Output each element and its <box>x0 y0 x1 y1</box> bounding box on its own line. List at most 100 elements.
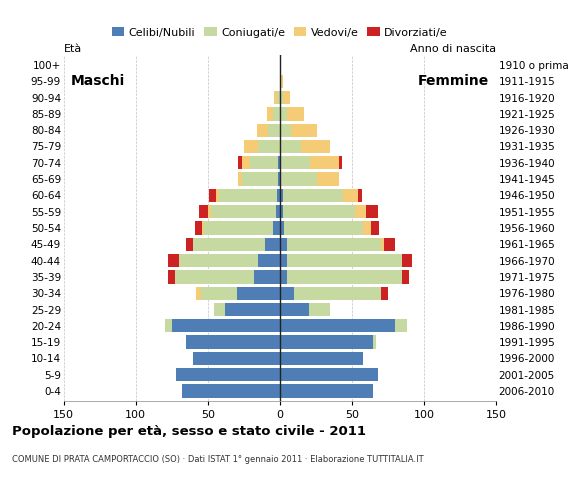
Bar <box>168 270 175 284</box>
Bar <box>195 221 202 235</box>
Bar <box>258 254 280 267</box>
Bar <box>287 107 305 120</box>
Bar <box>201 287 237 300</box>
Bar <box>282 91 290 104</box>
Bar <box>165 319 172 333</box>
Bar <box>358 189 362 202</box>
Bar <box>280 287 294 300</box>
Bar <box>199 205 208 218</box>
Bar <box>238 156 242 169</box>
Bar <box>202 221 204 235</box>
Bar <box>291 123 317 137</box>
Bar <box>186 238 193 251</box>
Bar <box>364 221 371 235</box>
Bar <box>280 189 282 202</box>
Bar <box>280 303 309 316</box>
Y-axis label: Anno di nascita: Anno di nascita <box>0 479 1 480</box>
Bar <box>186 336 280 349</box>
Bar <box>278 156 280 169</box>
Text: Anno di nascita: Anno di nascita <box>410 44 496 54</box>
Bar <box>403 254 412 267</box>
Bar <box>269 123 280 137</box>
Bar <box>238 172 242 186</box>
Bar <box>339 156 342 169</box>
Legend: Celibi/Nubili, Coniugati/e, Vedovi/e, Divorziati/e: Celibi/Nubili, Coniugati/e, Vedovi/e, Di… <box>108 23 452 42</box>
Bar <box>280 368 378 382</box>
Bar <box>280 91 282 104</box>
Bar <box>274 91 277 104</box>
Bar <box>168 254 179 267</box>
Bar <box>280 205 282 218</box>
Bar <box>273 107 280 120</box>
Bar <box>175 270 254 284</box>
Bar <box>267 107 273 120</box>
Bar <box>302 140 330 153</box>
Bar <box>280 270 287 284</box>
Bar <box>287 238 380 251</box>
Bar <box>284 221 364 235</box>
Bar <box>343 189 358 202</box>
Text: Maschi: Maschi <box>71 74 125 88</box>
Bar <box>355 205 367 218</box>
Bar <box>204 221 273 235</box>
Bar <box>266 238 280 251</box>
Bar <box>258 140 280 153</box>
Bar <box>280 221 284 235</box>
Bar <box>383 238 395 251</box>
Bar <box>208 205 211 218</box>
Bar <box>237 287 280 300</box>
Bar <box>380 287 388 300</box>
Bar <box>287 254 403 267</box>
Bar <box>179 254 258 267</box>
Bar <box>280 156 281 169</box>
Bar <box>216 189 219 202</box>
Bar <box>194 238 266 251</box>
Bar <box>281 172 317 186</box>
Bar <box>277 189 280 202</box>
Bar <box>282 205 355 218</box>
Bar <box>209 189 216 202</box>
Bar <box>280 254 287 267</box>
Text: COMUNE DI PRATA CAMPORTACCIO (SO) · Dati ISTAT 1° gennaio 2011 · Elaborazione TU: COMUNE DI PRATA CAMPORTACCIO (SO) · Dati… <box>12 455 423 464</box>
Bar <box>176 368 280 382</box>
Bar <box>225 303 280 316</box>
Bar <box>244 140 258 153</box>
Bar <box>280 352 364 365</box>
Bar <box>213 303 225 316</box>
Bar <box>280 319 395 333</box>
Bar <box>211 205 276 218</box>
Bar <box>276 205 280 218</box>
Bar <box>280 384 374 398</box>
Bar <box>310 156 339 169</box>
Bar <box>282 189 343 202</box>
Bar <box>280 107 287 120</box>
Bar <box>367 205 378 218</box>
Bar <box>182 384 280 398</box>
Text: Femmine: Femmine <box>418 74 489 88</box>
Bar <box>380 238 383 251</box>
Bar <box>254 270 280 284</box>
Bar <box>242 156 249 169</box>
Bar <box>280 336 374 349</box>
Bar <box>294 287 380 300</box>
Bar <box>287 270 403 284</box>
Bar <box>257 123 269 137</box>
Bar <box>395 319 407 333</box>
Bar <box>277 91 280 104</box>
Bar <box>280 123 291 137</box>
Bar <box>280 238 287 251</box>
Bar <box>273 221 280 235</box>
Bar <box>280 172 281 186</box>
Bar <box>172 319 280 333</box>
Bar <box>193 352 280 365</box>
Bar <box>280 74 282 88</box>
Bar <box>281 156 310 169</box>
Bar <box>242 172 278 186</box>
Text: Età: Età <box>64 44 82 54</box>
Bar <box>374 336 376 349</box>
Bar <box>371 221 379 235</box>
Bar <box>280 140 302 153</box>
Bar <box>249 156 278 169</box>
Bar <box>317 172 339 186</box>
Bar <box>219 189 277 202</box>
